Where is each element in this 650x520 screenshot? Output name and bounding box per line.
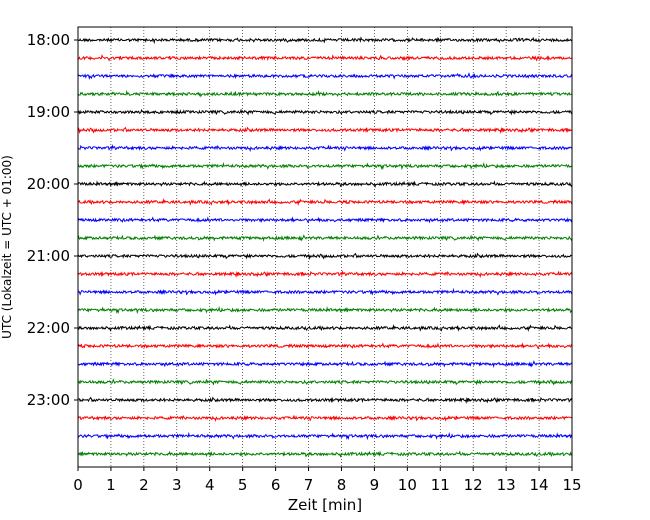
x-tick-label-6: 6 <box>271 476 281 494</box>
x-tick-label-14: 14 <box>530 476 549 494</box>
x-tick-label-9: 9 <box>370 476 380 494</box>
plot-frame <box>77 26 573 468</box>
y-axis-label: UTC (Lokalzeit = UTC + 01:00) <box>0 155 14 339</box>
x-tick-label-2: 2 <box>139 476 149 494</box>
trace-9 <box>77 180 573 189</box>
helicorder-traces <box>77 36 573 459</box>
trace-15 <box>77 287 573 296</box>
trace-2 <box>77 53 573 62</box>
trace-1 <box>77 36 572 45</box>
x-tick-label-11: 11 <box>431 476 450 494</box>
x-tick-label-7: 7 <box>304 476 314 494</box>
trace-18 <box>77 342 573 350</box>
x-tick-label-12: 12 <box>464 476 483 494</box>
y-tick-label-21:00: 21:00 <box>27 247 70 265</box>
y-tick-label-18:00: 18:00 <box>27 31 70 49</box>
y-tick-label-20:00: 20:00 <box>27 175 70 193</box>
y-axis-ticks: 18:00 19:00 20:00 21:00 22:00 23:00 <box>27 31 78 409</box>
y-tick-label-19:00: 19:00 <box>27 103 70 121</box>
x-tick-label-13: 13 <box>497 476 516 494</box>
trace-10 <box>77 198 573 207</box>
trace-8 <box>77 161 573 171</box>
trace-13 <box>77 252 573 261</box>
x-axis-ticks: 0 1 2 3 4 5 6 7 8 9 10 11 12 13 14 15 <box>73 467 582 494</box>
trace-19 <box>77 360 573 368</box>
trace-7 <box>77 144 573 152</box>
x-tick-label-8: 8 <box>337 476 347 494</box>
x-tick-label-5: 5 <box>238 476 248 494</box>
trace-14 <box>77 270 573 278</box>
trace-5 <box>77 108 573 116</box>
grid-lines <box>110 27 540 467</box>
x-tick-label-1: 1 <box>106 476 116 494</box>
x-tick-label-15: 15 <box>562 476 581 494</box>
trace-24 <box>77 450 573 459</box>
x-tick-label-0: 0 <box>73 476 83 494</box>
x-tick-label-4: 4 <box>205 476 215 494</box>
y-tick-label-23:00: 23:00 <box>27 391 70 409</box>
trace-11 <box>77 216 573 224</box>
trace-4 <box>77 89 573 98</box>
trace-3 <box>77 72 573 81</box>
trace-20 <box>77 378 573 387</box>
trace-17 <box>77 324 573 333</box>
trace-22 <box>77 414 573 422</box>
y-tick-label-22:00: 22:00 <box>27 319 70 337</box>
trace-6 <box>77 126 573 135</box>
x-tick-label-3: 3 <box>172 476 182 494</box>
x-axis-label: Zeit [min] <box>288 496 362 514</box>
x-tick-label-10: 10 <box>398 476 417 494</box>
trace-12 <box>77 234 573 242</box>
trace-21 <box>77 396 573 404</box>
trace-23 <box>77 431 573 441</box>
trace-16 <box>77 305 573 315</box>
